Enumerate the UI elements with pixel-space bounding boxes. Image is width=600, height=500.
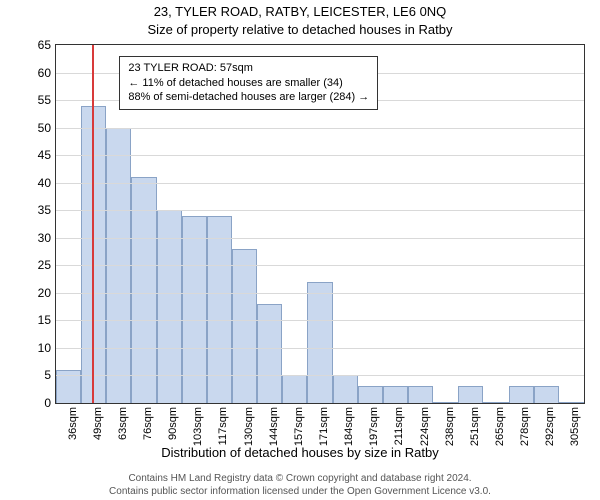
footer-line-2: Contains public sector information licen… xyxy=(0,485,600,498)
y-tick-label: 50 xyxy=(38,121,51,135)
x-tick-label: 197sqm xyxy=(368,407,380,446)
footer-line-1: Contains HM Land Registry data © Crown c… xyxy=(0,472,600,485)
gridline xyxy=(56,128,584,129)
y-tick-label: 20 xyxy=(38,286,51,300)
y-tick-label: 40 xyxy=(38,176,51,190)
annotation-line: ← 11% of detached houses are smaller (34… xyxy=(128,76,369,91)
annotation-box: 23 TYLER ROAD: 57sqm← 11% of detached ho… xyxy=(119,56,378,111)
x-axis-label: Distribution of detached houses by size … xyxy=(0,445,600,460)
x-tick-label: 224sqm xyxy=(419,407,431,446)
histogram-bar xyxy=(157,210,182,403)
gridline xyxy=(56,265,584,266)
x-tick-label: 103sqm xyxy=(192,407,204,446)
histogram-bar xyxy=(307,282,332,403)
y-tick-label: 15 xyxy=(38,313,51,327)
x-tick-label: 238sqm xyxy=(444,407,456,446)
plot-area: 0510152025303540455055606536sqm49sqm63sq… xyxy=(55,44,585,404)
histogram-bar xyxy=(257,304,282,403)
x-tick-label: 292sqm xyxy=(544,407,556,446)
chart-container: 23, TYLER ROAD, RATBY, LEICESTER, LE6 0N… xyxy=(0,0,600,500)
histogram-bar xyxy=(509,386,534,403)
gridline xyxy=(56,348,584,349)
histogram-bar xyxy=(433,402,458,403)
gridline xyxy=(56,375,584,376)
x-tick-label: 90sqm xyxy=(167,407,179,440)
histogram-bar xyxy=(458,386,483,403)
x-tick-label: 305sqm xyxy=(569,407,581,446)
histogram-bar xyxy=(408,386,433,403)
y-tick-label: 10 xyxy=(38,341,51,355)
histogram-bar xyxy=(383,386,408,403)
histogram-bar xyxy=(232,249,257,403)
histogram-bar xyxy=(358,386,383,403)
x-tick-label: 49sqm xyxy=(92,407,104,440)
x-tick-label: 130sqm xyxy=(243,407,255,446)
gridline xyxy=(56,155,584,156)
y-tick-label: 0 xyxy=(44,396,51,410)
x-tick-label: 251sqm xyxy=(469,407,481,446)
gridline xyxy=(56,210,584,211)
y-tick-label: 60 xyxy=(38,66,51,80)
x-tick-label: 265sqm xyxy=(494,407,506,446)
y-tick-label: 65 xyxy=(38,38,51,52)
annotation-line: 23 TYLER ROAD: 57sqm xyxy=(128,61,369,76)
x-tick-label: 171sqm xyxy=(318,407,330,446)
chart-footer: Contains HM Land Registry data © Crown c… xyxy=(0,472,600,498)
y-tick-label: 35 xyxy=(38,203,51,217)
histogram-bar xyxy=(333,375,358,403)
x-tick-label: 63sqm xyxy=(117,407,129,440)
gridline xyxy=(56,320,584,321)
annotation-line: 88% of semi-detached houses are larger (… xyxy=(128,90,369,105)
chart-subtitle: Size of property relative to detached ho… xyxy=(0,22,600,37)
x-tick-label: 211sqm xyxy=(393,407,405,445)
y-tick-label: 45 xyxy=(38,148,51,162)
x-tick-label: 184sqm xyxy=(343,407,355,446)
x-tick-label: 36sqm xyxy=(67,407,79,440)
gridline xyxy=(56,183,584,184)
x-tick-label: 117sqm xyxy=(217,407,229,445)
gridline xyxy=(56,293,584,294)
histogram-bar xyxy=(559,402,584,403)
marker-line xyxy=(92,45,94,403)
x-tick-label: 278sqm xyxy=(519,407,531,446)
y-tick-label: 30 xyxy=(38,231,51,245)
histogram-bar xyxy=(483,402,508,403)
x-tick-label: 157sqm xyxy=(293,407,305,446)
y-tick-label: 25 xyxy=(38,258,51,272)
histogram-bar xyxy=(534,386,559,403)
x-tick-label: 144sqm xyxy=(268,407,280,446)
chart-title: 23, TYLER ROAD, RATBY, LEICESTER, LE6 0N… xyxy=(0,4,600,19)
y-tick-label: 5 xyxy=(44,368,51,382)
gridline xyxy=(56,238,584,239)
y-tick-label: 55 xyxy=(38,93,51,107)
x-tick-label: 76sqm xyxy=(142,407,154,440)
histogram-bar xyxy=(282,375,307,403)
